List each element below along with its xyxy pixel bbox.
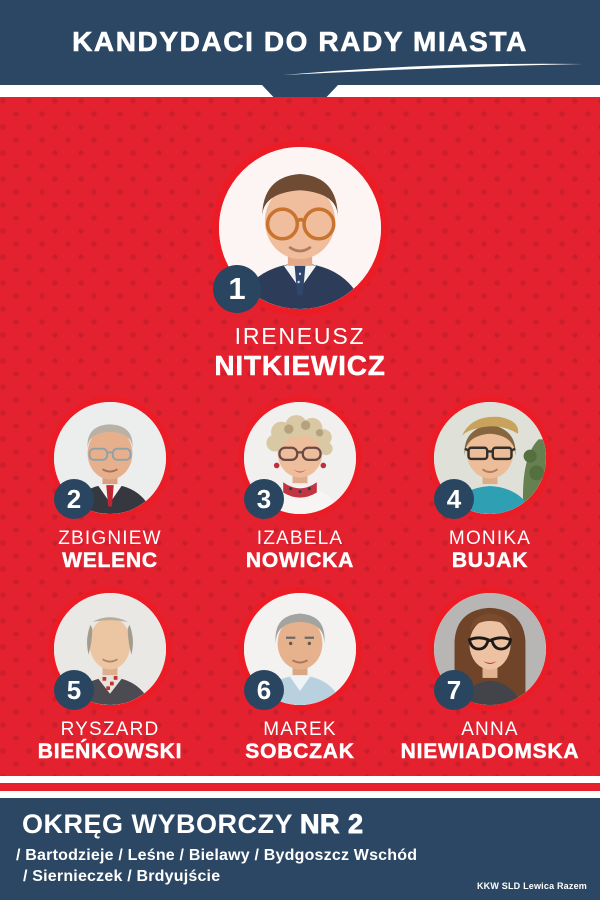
- candidate-number: 4: [446, 483, 462, 514]
- candidate-number: 6: [256, 674, 272, 705]
- candidate-number-badge: 4: [434, 479, 474, 519]
- portrait-woman-cateye-glasses-icon: [434, 593, 546, 705]
- candidate-first-name: ANNA: [461, 719, 519, 740]
- candidate-photo: 1: [212, 140, 388, 316]
- poster-title: KANDYDACI DO RADY MIASTA: [72, 26, 528, 58]
- candidate-name: ZBIGNIEW WELENC: [58, 528, 162, 573]
- candidate-number: 1: [228, 271, 246, 306]
- candidate-name: IRENEUSZ NITKIEWICZ: [214, 323, 386, 381]
- candidate-last-name: NOWICKA: [245, 549, 355, 573]
- candidate-photo: 5: [48, 587, 172, 711]
- candidate-last-name: BUJAK: [451, 549, 529, 573]
- title-underline-swoosh-icon: [283, 63, 583, 75]
- candidate-photo: 2: [48, 396, 172, 520]
- candidate-last-name: NITKIEWICZ: [214, 349, 386, 381]
- footer-white-stripe: [0, 791, 600, 798]
- district-title: OKRĘG WYBORCZY NR 2: [22, 809, 580, 840]
- candidate-last-name: NIEWIADOMSKA: [400, 740, 580, 764]
- candidate-card: 2 ZBIGNIEW WELENC: [17, 396, 203, 573]
- candidate-card: 4 MONIKA BUJAK: [397, 396, 583, 573]
- candidate-photo: 7: [428, 587, 552, 711]
- candidate-card: 3 IZABELA NOWICKA: [207, 396, 393, 573]
- candidate-last-name: SOBCZAK: [245, 740, 355, 764]
- lead-candidate-card: 1 IRENEUSZ NITKIEWICZ: [0, 140, 600, 381]
- candidate-last-name: BIEŃKOWSKI: [37, 740, 183, 764]
- candidate-number-badge: 3: [244, 479, 284, 519]
- district-areas-line-2: / Siernieczek / Brdyujście: [23, 868, 221, 885]
- candidate-name: IZABELA NOWICKA: [246, 528, 354, 573]
- header: KANDYDACI DO RADY MIASTA: [0, 0, 600, 85]
- candidate-first-name: RYSZARD: [60, 719, 160, 740]
- candidate-name: ANNA NIEWIADOMSKA: [400, 719, 580, 764]
- candidate-number-badge: 1: [213, 265, 261, 313]
- candidate-number-badge: 2: [54, 479, 94, 519]
- candidate-number-badge: 5: [54, 670, 94, 710]
- candidate-photo: 6: [238, 587, 362, 711]
- candidate-number: 5: [66, 674, 82, 705]
- candidate-number: 2: [66, 483, 82, 514]
- candidates-row-1: 2 ZBIGNIEW WELENC: [17, 396, 583, 573]
- candidate-card: 7 ANNA NIEWIADOMSKA: [397, 587, 583, 764]
- candidate-number-badge: 7: [434, 670, 474, 710]
- candidate-number-badge: 6: [244, 670, 284, 710]
- committee-credit: KKW SLD Lewica Razem: [476, 881, 587, 891]
- candidate-first-name: MAREK: [263, 719, 337, 740]
- candidate-card: 6 MAREK SOBCZAK: [207, 587, 393, 764]
- candidate-number: 7: [446, 674, 462, 705]
- footer-red-stripe: [0, 783, 600, 791]
- candidate-first-name: IZABELA: [256, 528, 344, 549]
- candidate-first-name: ZBIGNIEW: [58, 528, 162, 549]
- candidates-row-2: 5 RYSZARD BIEŃKOWSKI: [17, 587, 583, 764]
- footer: OKRĘG WYBORCZY NR 2 / Bartodzieje / Leśne…: [0, 798, 600, 900]
- district-areas-line-1: / Bartodzieje / Leśne / Bielawy / Bydgos…: [16, 847, 418, 864]
- candidate-last-name: WELENC: [62, 549, 158, 573]
- candidate-card: 5 RYSZARD BIEŃKOWSKI: [17, 587, 203, 764]
- district-label: OKRĘG WYBORCZY: [22, 809, 294, 839]
- candidate-first-name: MONIKA: [448, 528, 532, 549]
- candidate-first-name: IRENEUSZ: [234, 323, 366, 349]
- district-number: NR 2: [300, 809, 364, 840]
- candidate-name: RYSZARD BIEŃKOWSKI: [38, 719, 183, 764]
- candidate-name: MONIKA BUJAK: [449, 528, 531, 573]
- candidate-number: 3: [256, 483, 272, 514]
- candidate-name: MAREK SOBCZAK: [245, 719, 354, 764]
- candidate-photo: 4: [428, 396, 552, 520]
- district-areas: / Bartodzieje / Leśne / Bielawy / Bydgos…: [16, 845, 580, 887]
- candidate-photo: 3: [238, 396, 362, 520]
